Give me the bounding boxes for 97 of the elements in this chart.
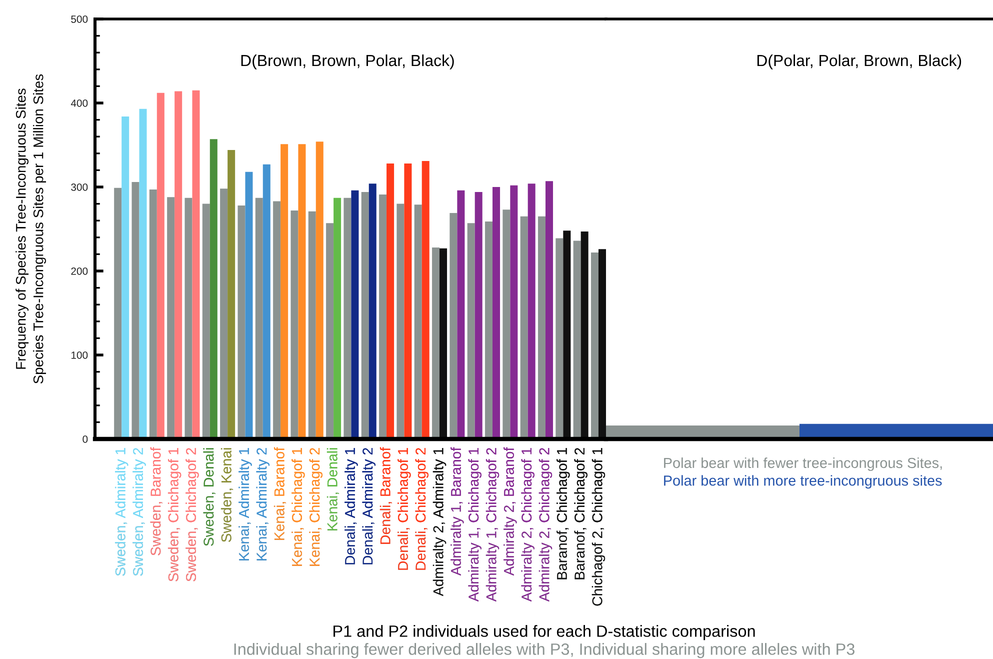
bar [174,91,182,439]
x-tick-label: Sweden, Baranof [150,447,162,556]
x-tick-label: Admiralty 2, Chichagof 2 [538,448,552,602]
x-tick-label: Kenai, Admiralty 1 [238,448,252,560]
bar [379,194,387,439]
bar [580,232,588,439]
y-tick-label: 100 [71,352,88,359]
bar [262,164,270,439]
y-tick-label: 300 [71,184,88,191]
bar [404,163,412,439]
bar [502,210,510,439]
bar [273,201,281,439]
x-tick-label: Chichagof 2, Chichagof 1 [592,448,606,606]
bar [422,160,430,439]
bar [386,163,394,439]
bar [114,188,122,439]
bar [467,223,475,439]
bar [122,116,130,439]
x-tick-label: Admiralty 2, Baranof [504,447,517,576]
x-tick-label: Denali, Chichagof 2 [415,448,428,570]
series-label: Polar bear with fewer tree-incongrous Sites, [664,457,942,471]
bar [167,197,175,439]
bar [474,192,482,439]
bar [308,211,316,439]
bar [440,248,448,439]
x-axis-title: P1 and P2 individuals used for each D-statistic comparison [334,625,755,640]
x-tick-label: Sweden, Chichagof 1 [168,448,182,582]
bar [361,192,369,439]
bar [414,204,422,439]
bar [457,190,465,439]
x-tick-label: Kenai, Chichagof 1 [292,448,305,566]
bar [202,204,210,439]
bar [598,249,606,439]
bar [245,172,253,439]
bar [290,210,298,439]
text: D(Polar, Polar, Brown, Black) [757,54,962,70]
bar [520,216,528,439]
bar [485,221,493,439]
bar [255,198,263,439]
x-tick-label: Sweden, Admiralty 1 [114,448,128,576]
text: Individual sharing fewer derived alleles with P3, Individual sharing more alleles with P3 [234,643,854,658]
bar [238,205,246,439]
x-tick-label: Admiralty 1, Chichagof 2 [486,448,500,602]
bar [149,190,157,439]
x-tick-label: Sweden, Denali [203,448,216,546]
bar [156,92,164,439]
bar [334,198,342,439]
x-tick-label: Baranof, Chichagof 1 [556,448,570,580]
bar [563,230,571,439]
bar [132,182,140,439]
x-tick-label: Kenai, Baranof [274,447,286,540]
bar [368,184,376,439]
bar [192,90,200,439]
bar [210,139,218,439]
y-axis-title: Frequency of Species Tree-Incongruous Sites Species Tree-Incongruous Sites per 1 Million Sites [16,74,46,384]
bar [396,204,404,439]
x-tick-label: Sweden, Admiralty 2 [132,448,146,576]
bar [351,190,359,439]
bar [316,142,324,439]
x-tick-label: Sweden, Chichagof 2 [186,448,199,582]
bar [528,184,536,439]
x-tick-label: Admiralty 1, Chichagof 1 [468,448,482,602]
bar [538,216,546,439]
bar [573,240,581,439]
bar [432,247,440,439]
bar [220,188,228,439]
x-tick-label: Denali, Baranof [380,447,392,544]
bar [344,198,352,439]
bar [590,252,598,439]
x-tick-label: Denali, Admiralty 2 [362,448,376,564]
x-tick-label: Kenai, Denali [326,448,340,530]
x-tick-label: Admiralty 2, Chichagof 1 [521,448,534,602]
bar [450,213,458,439]
bar [326,223,334,439]
x-tick-label: Admiralty 1, Baranof [450,447,464,576]
y-tick-label: 0 [82,436,88,443]
bar [280,144,288,439]
x-tick-label: Kenai, Chichagof 2 [309,448,322,566]
bar [184,198,192,439]
bar [556,238,564,439]
x-tick-label: Admiralty 2, Admiralty 1 [432,448,446,596]
y-tick-label: 200 [71,268,88,275]
x-tick-label: Baranof, Chichagof 2 [574,448,588,580]
x-tick-label: Kenai, Admiralty 2 [256,448,270,560]
y-tick-label: 400 [70,100,88,107]
bar [139,108,147,439]
bar [546,181,554,439]
bar [228,150,236,439]
x-tick-label: Denali, Admiralty 1 [344,448,358,564]
x-tick-label: Denali, Chichagof 1 [398,448,411,570]
x-tick-label: Sweden, Kenai [220,448,234,542]
bar [298,144,306,439]
text: D(Brown, Brown, Polar, Black) [241,54,454,70]
y-tick-label: 500 [71,16,88,23]
bar [492,187,500,439]
text: Polar bear with more tree-incongruous sites [664,475,942,489]
bar [510,185,518,439]
